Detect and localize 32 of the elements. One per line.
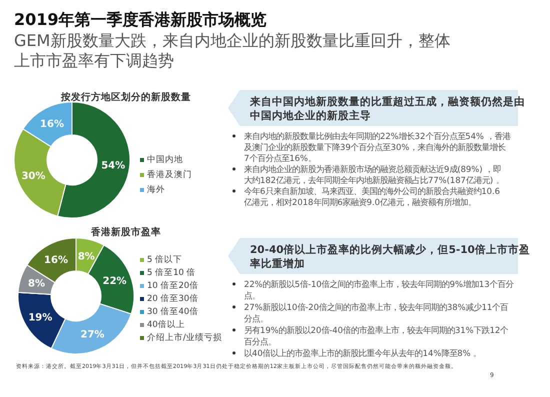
legend-label: 介绍上市/业绩亏损 bbox=[147, 332, 222, 343]
legend-label: 5 倍以下 bbox=[147, 254, 182, 265]
data-label: 19% bbox=[28, 312, 52, 324]
legend-label: 5 倍至10 倍 bbox=[147, 267, 196, 278]
text: 来自内地企业的新股为香港新股市场的融资总额贡献达近9成(89%) ，即大约182亿港元，去年同期全年内地新股融资额占比77%(187亿港元) 。 bbox=[244, 164, 504, 185]
text: 以40倍以上的市盈率上市的新股比重今年从去年的14%降至8% 。 bbox=[244, 348, 482, 358]
legend-label: 40倍以上 bbox=[147, 319, 185, 330]
text: 来自内地的新股数量比例由去年同期的22%增长32个百分点至54% ，香港及澳门企业的新股数量下降39个百分点至30%，来自海外的新股数量增长7个百分点至16%。 bbox=[244, 131, 511, 163]
text: 22%的新股以5倍-10倍之间的市盈率上市，较去年同期的9%增加13个百分点。 bbox=[244, 279, 514, 300]
data-label: 8% bbox=[28, 278, 46, 290]
text: 2019年第一季度香港新股市场概览 bbox=[14, 10, 267, 29]
data-label: 22% bbox=[102, 276, 127, 288]
legend-label: 20 倍至30倍 bbox=[147, 293, 198, 304]
data-label: 27% bbox=[80, 330, 104, 341]
text: GEM新股数量大跌，来自内地企业的新股数量比重回升，整体上市市盈率有下调趋势 bbox=[14, 31, 450, 70]
text: 另有19%的新股以20倍-40倍的市盈率上市，较去年同期的31%下跌12个百分点。 bbox=[244, 325, 508, 346]
data-label: 54% bbox=[101, 160, 126, 172]
legend-label: 香港及澳门 bbox=[147, 169, 192, 180]
legend-label: 海外 bbox=[147, 184, 165, 195]
chart-title: 按发行方地区划分的新股数量 bbox=[60, 91, 191, 103]
data-label: 16% bbox=[40, 119, 64, 130]
text: 今年6只来自新加坡、马来西亚、美国的海外公司的新股合共融资约10.6亿港元，相对2018年同期6家融资9.0亿港元，融资额有所增加。 bbox=[243, 186, 500, 207]
data-label: 8% bbox=[78, 251, 95, 262]
legend-label: 30 倍至40倍 bbox=[147, 306, 198, 317]
data-label: 30% bbox=[21, 170, 46, 182]
legend-label: 中国内地 bbox=[147, 154, 183, 165]
legend-label: 10 倍至20倍 bbox=[147, 280, 198, 291]
text: 20-40倍以上市盈率的比例大幅减少，但5-10倍上市市盈率比重增加 bbox=[249, 243, 530, 270]
text: 27%新股以10倍-20倍之间的市盈率上市，较去年同期的38%减少11个百分点。 bbox=[244, 302, 508, 324]
chart-title: 香港新股市盈率 bbox=[90, 226, 161, 238]
data-label: 16% bbox=[44, 255, 68, 266]
text: 来自中国内地新股数量的比重超过五成，融资额仍然是由中国内地企业的新股主导 bbox=[249, 95, 525, 122]
